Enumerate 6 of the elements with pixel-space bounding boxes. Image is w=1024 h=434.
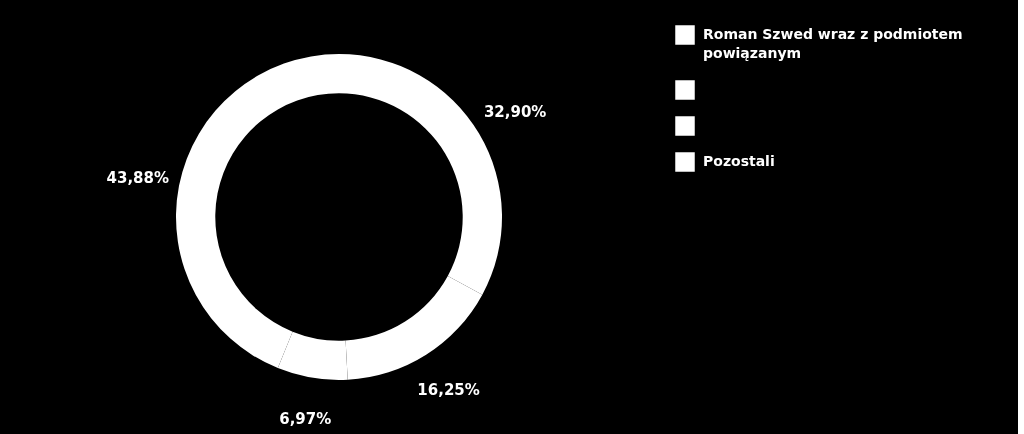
data-label: 6,97% — [279, 410, 332, 429]
legend-label: Roman Szwed wraz z podmiotem powiązanym — [703, 26, 963, 61]
data-label: 32,90% — [483, 103, 547, 122]
data-label: 43,88% — [106, 168, 170, 187]
data-label: 16,25% — [417, 381, 480, 400]
legend-label: Pozostali — [703, 153, 775, 169]
